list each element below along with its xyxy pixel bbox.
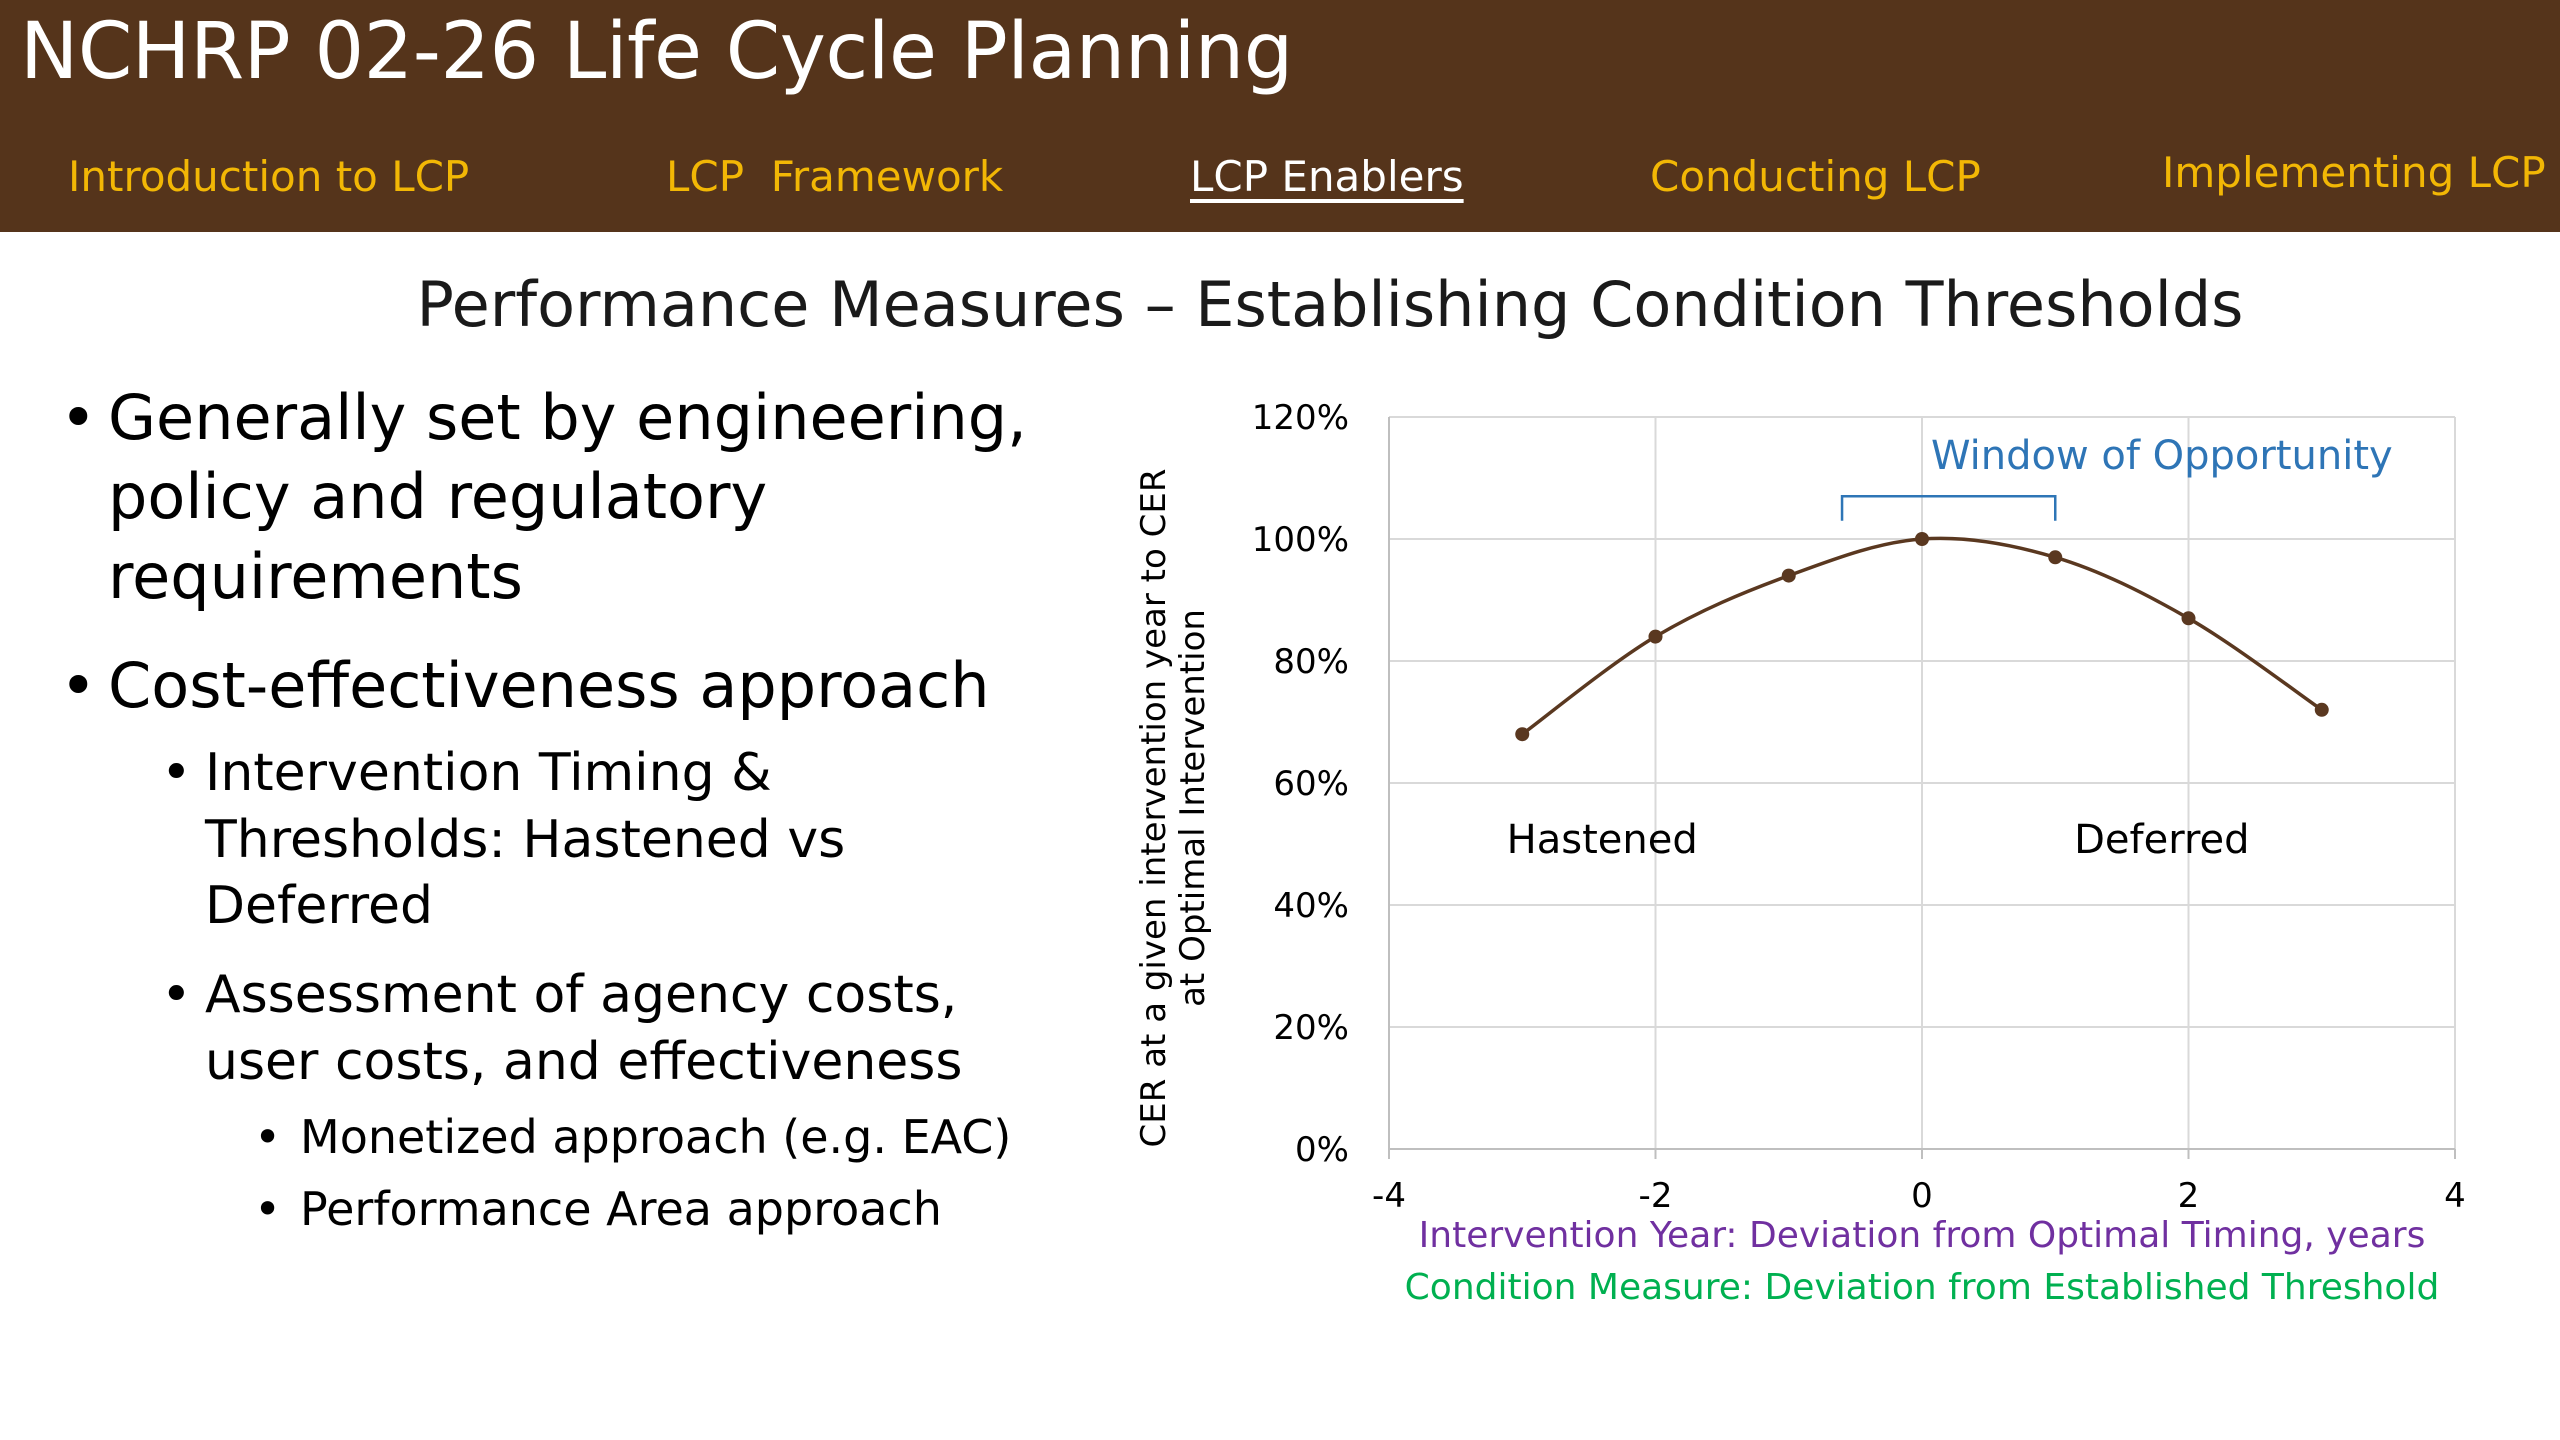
- bullet-monetized: • Monetized approach (e.g. EAC): [254, 1110, 1012, 1164]
- y-tick-label: 100%: [1252, 520, 1349, 560]
- window-bracket: [1840, 495, 2057, 521]
- data-point: [2314, 702, 2329, 717]
- cer-chart: 0% 20% 40% 60% 80% 100% 120% -4 -2 0 2 4 CER at a g…: [1134, 398, 2466, 1308]
- y-tick-label: 40%: [1273, 886, 1349, 926]
- x-tick-label: -2: [1639, 1176, 1673, 1216]
- x-axis-label-primary: Intervention Year: Deviation from Optima…: [1419, 1215, 2426, 1256]
- nav-introduction-to-lcp[interactable]: Introduction to LCP: [68, 152, 470, 201]
- y-tick-label: 0%: [1295, 1130, 1349, 1170]
- bullet-intervention-timing-text: Intervention Timing & Thresholds: Hasten…: [205, 743, 846, 937]
- bullet-requirements-text: Generally set by engineering, policy and…: [108, 381, 1027, 613]
- y-tick-label: 20%: [1273, 1008, 1349, 1048]
- bullet-performance-area: • Performance Area approach: [254, 1182, 942, 1236]
- nav-lcp-framework[interactable]: LCP Framework: [666, 152, 1004, 201]
- bullet-requirements: • Generally set by engineering, policy an…: [60, 381, 1027, 613]
- y-axis-label-line: CER at a given intervention year to CER: [1134, 469, 1174, 1148]
- header-bar: NCHRP 02-26 Life Cycle Planning Introduc…: [0, 0, 2560, 232]
- data-point: [2181, 611, 2196, 626]
- annotation-hastened: Hastened: [1507, 817, 1698, 863]
- y-axis-label: CER at a given intervention year to CERa…: [1134, 469, 1213, 1148]
- annotation-window-of-opportunity: Window of Opportunity: [1931, 433, 2393, 479]
- slide-title: Performance Measures – Establishing Cond…: [416, 268, 2244, 341]
- app-title: NCHRP 02-26 Life Cycle Planning: [20, 7, 1293, 97]
- bullet-assessment: • Assessment of agency costs, user costs,…: [161, 965, 963, 1092]
- data-point: [1915, 532, 1929, 546]
- annotation-deferred: Deferred: [2074, 817, 2249, 863]
- y-tick-label: 120%: [1252, 398, 1349, 438]
- nav-conducting-lcp[interactable]: Conducting LCP: [1650, 152, 1981, 201]
- data-point: [1648, 629, 1663, 644]
- data-point: [2048, 550, 2063, 565]
- nav-implementing-lcp[interactable]: Implementing LCP: [2162, 148, 2546, 197]
- bullet-cost-effectiveness-text: Cost-effectiveness approach: [108, 649, 990, 722]
- y-axis-label-line: at Optimal Intervention: [1173, 609, 1213, 1007]
- bullet-assessment-text: Assessment of agency costs, user costs, …: [205, 965, 963, 1092]
- x-tick-label: 4: [2444, 1176, 2466, 1216]
- bullet-monetized-text: Monetized approach (e.g. EAC): [300, 1110, 1012, 1164]
- data-point: [1515, 727, 1530, 742]
- x-axis-label-secondary: Condition Measure: Deviation from Establ…: [1405, 1267, 2440, 1308]
- bullet-performance-area-text: Performance Area approach: [300, 1182, 942, 1236]
- bullet-cost-effectiveness: • Cost-effectiveness approach: [60, 649, 990, 722]
- nav-lcp-enablers[interactable]: LCP Enablers: [1190, 152, 1464, 201]
- y-tick-label: 60%: [1273, 764, 1349, 804]
- x-tick-label: 0: [1911, 1176, 1933, 1216]
- bullet-intervention-timing: • Intervention Timing & Thresholds: Haste…: [161, 743, 846, 937]
- data-point: [1781, 568, 1796, 583]
- x-tick-label: 2: [2178, 1176, 2200, 1216]
- y-tick-label: 80%: [1273, 642, 1349, 682]
- x-tick-label: -4: [1372, 1176, 1406, 1216]
